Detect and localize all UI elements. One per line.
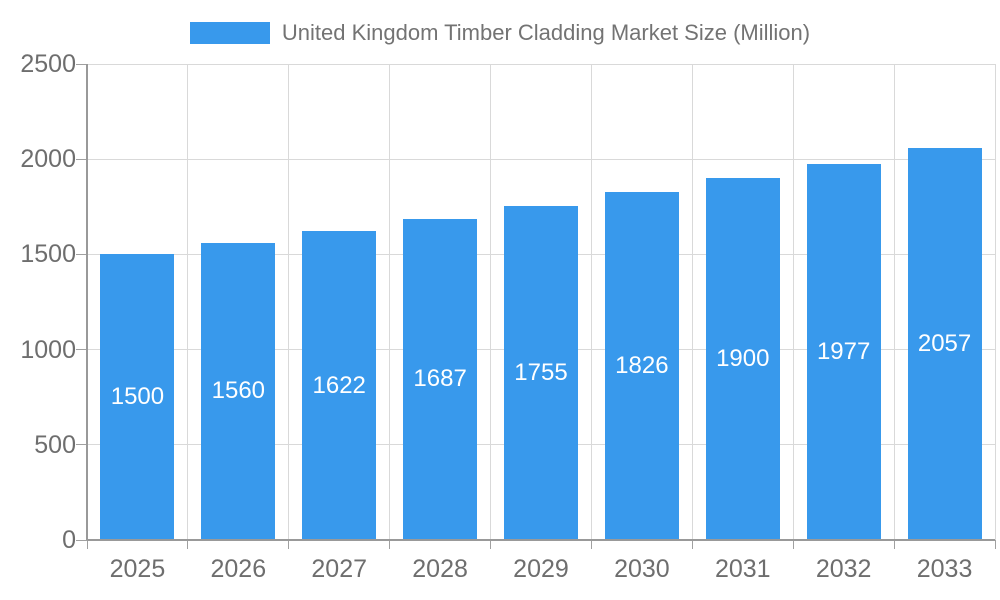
bar-value-label: 2057 [917,330,972,358]
y-axis-tick [76,444,87,446]
x-axis-tick [490,540,492,549]
x-tick-label: 2030 [614,555,670,583]
gridline-vertical [691,64,693,540]
x-axis-tick [288,540,290,549]
x-tick-label: 2033 [916,555,973,583]
y-tick-label: 2000 [20,145,76,174]
bar[interactable]: 1977 [806,163,881,540]
x-axis-tick [893,540,895,549]
y-tick-label: 1000 [20,335,76,364]
bar[interactable]: 1560 [201,242,276,540]
x-tick-label: 2032 [815,555,872,583]
x-axis-tick [590,540,592,549]
bar[interactable]: 1622 [302,231,377,540]
gridline-horizontal [87,158,995,160]
bar-value-label: 1900 [716,345,770,373]
x-tick-label: 2027 [311,555,368,583]
bar[interactable]: 1900 [705,178,780,540]
bar-value-label: 1560 [211,377,266,405]
legend-swatch-icon [189,22,270,44]
bar[interactable]: 1755 [504,205,578,540]
gridline-horizontal [87,63,995,65]
bar[interactable]: 2057 [907,148,982,540]
gridline-vertical [187,64,189,540]
gridline-vertical [288,64,290,540]
y-tick-label: 2500 [20,50,76,78]
bar[interactable]: 1500 [100,254,175,540]
y-axis-tick [76,253,87,255]
legend-item[interactable]: United Kingdom Timber Cladding Market Si… [0,20,1000,46]
y-axis-tick [76,63,87,65]
gridline-vertical [792,64,794,540]
legend-label: United Kingdom Timber Cladding Market Si… [281,20,811,45]
bar-value-label: 1826 [615,352,669,380]
gridline-vertical [389,64,391,540]
bar[interactable]: 1687 [403,218,478,540]
bar[interactable]: 1826 [604,192,679,540]
x-tick-label: 2029 [513,555,569,583]
x-axis-tick [187,540,189,549]
x-axis-tick [792,540,794,549]
y-axis-tick [76,158,87,160]
y-axis-tick [76,539,87,541]
gridline-vertical [893,64,895,540]
bar-value-label: 1977 [816,337,871,365]
y-axis-tick [76,349,87,351]
x-axis-line [87,539,995,541]
bar-value-label: 1622 [312,371,366,399]
x-axis-tick [86,540,88,549]
y-tick-label: 1500 [20,240,76,269]
gridline-vertical [590,64,592,540]
bar-value-label: 1687 [413,365,467,393]
bar-value-label: 1755 [514,358,568,386]
x-tick-label: 2028 [412,555,468,583]
x-axis-tick [691,540,693,549]
y-axis-line [86,64,88,540]
gridline-vertical [490,64,492,540]
x-tick-label: 2026 [210,555,267,583]
y-tick-label: 0 [62,526,76,554]
gridline-vertical [994,64,996,540]
x-axis-tick [389,540,391,549]
x-tick-label: 2031 [714,555,771,583]
x-axis-tick [994,540,996,549]
bar-value-label: 1500 [110,383,165,411]
y-tick-label: 500 [34,430,76,459]
x-tick-label: 2025 [109,555,166,583]
